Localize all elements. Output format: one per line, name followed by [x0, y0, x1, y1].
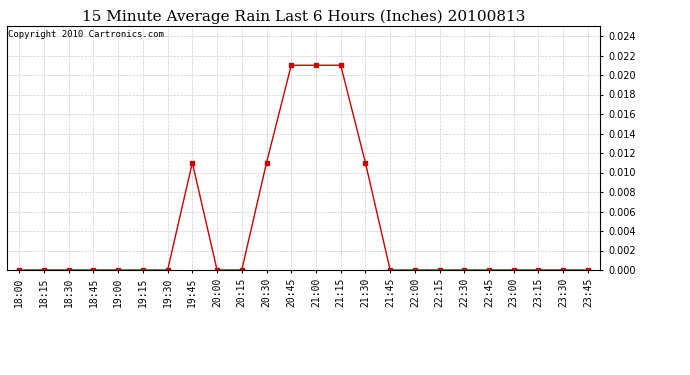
- Title: 15 Minute Average Rain Last 6 Hours (Inches) 20100813: 15 Minute Average Rain Last 6 Hours (Inc…: [82, 9, 525, 24]
- Text: Copyright 2010 Cartronics.com: Copyright 2010 Cartronics.com: [8, 30, 164, 39]
